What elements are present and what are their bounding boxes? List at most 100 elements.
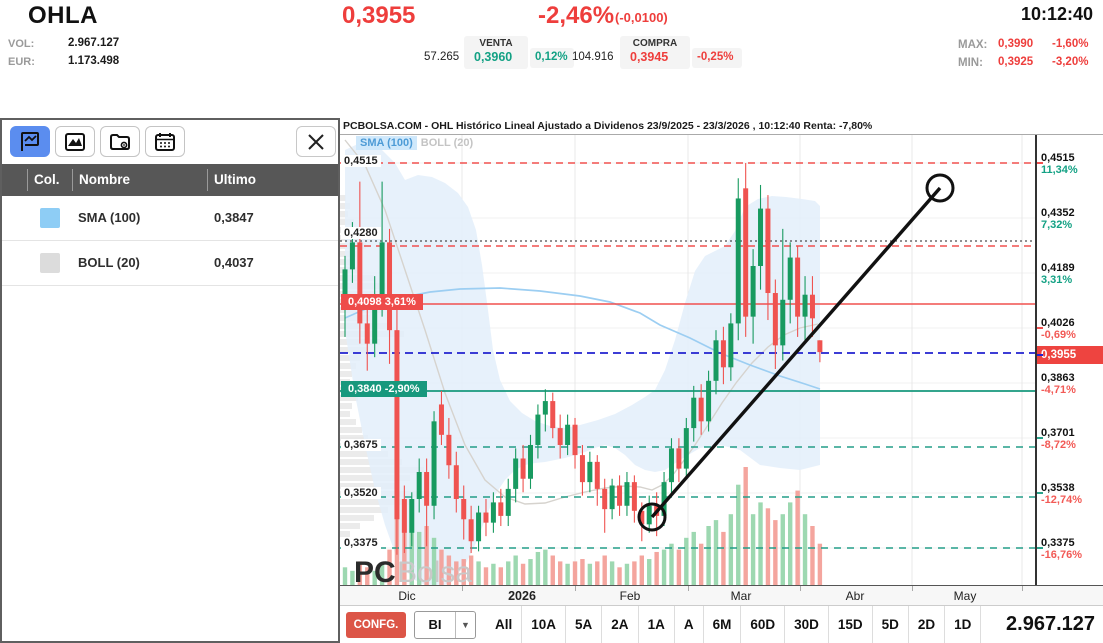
trendline-handle-start[interactable] <box>637 502 667 532</box>
volume-bar <box>557 561 563 585</box>
range-button-1a[interactable]: 1A <box>638 606 675 643</box>
candle-body <box>401 499 407 533</box>
range-button-60d[interactable]: 60D <box>741 606 786 643</box>
axis-tick: 0,3863 -4,71% <box>1041 372 1076 396</box>
range-button-15d[interactable]: 15D <box>828 606 873 643</box>
candle-body <box>728 323 734 368</box>
candle-body <box>364 323 370 344</box>
range-button-6m[interactable]: 6M <box>703 606 742 643</box>
candle-body <box>617 485 623 506</box>
candle-body <box>520 458 526 479</box>
config-button[interactable]: CONFG. <box>346 612 406 638</box>
candle-body <box>579 455 585 483</box>
level-badge[interactable]: 0,4098 3,61% <box>341 294 423 310</box>
axis-level-mark <box>1037 162 1043 164</box>
candle-body <box>772 293 778 346</box>
volume-bar <box>743 467 748 585</box>
current-price-mark <box>1037 354 1043 356</box>
level-badge[interactable]: 0,3840 -2,90% <box>341 381 427 397</box>
volume-bar <box>661 549 667 585</box>
chart-image-button[interactable] <box>55 126 95 157</box>
time-axis-tick <box>688 586 689 591</box>
candle-body <box>735 198 741 324</box>
last-price: 0,3955 <box>342 2 416 29</box>
ask-pct-box <box>530 48 574 68</box>
time-axis: Dic 2026 Feb Mar Abr May <box>340 585 1103 605</box>
column-header-col[interactable]: Col. <box>27 169 72 191</box>
candle-body <box>602 488 608 510</box>
indicators-panel: Col. Nombre Ultimo SMA (100) 0,3847 BOLL (20… <box>0 118 340 643</box>
legend-boll[interactable]: BOLL (20) <box>420 137 474 149</box>
month-label-2026: 2026 <box>508 589 536 603</box>
symbol-title: OHLA <box>28 2 98 29</box>
range-button-5a[interactable]: 5A <box>566 606 603 643</box>
candle-body <box>713 340 719 381</box>
volume-bar <box>713 520 719 585</box>
time-axis-tick <box>1022 586 1023 591</box>
volume-bar <box>424 526 429 585</box>
range-button-a[interactable]: A <box>674 606 704 643</box>
range-button-5d[interactable]: 5D <box>872 606 909 643</box>
candle-body <box>461 499 467 520</box>
indicator-name: SMA (100) <box>78 210 141 225</box>
candlestick-chart[interactable]: PC Bolsa <box>340 135 1035 589</box>
axis-percent: -4,71% <box>1041 384 1076 396</box>
candle-body <box>787 257 793 300</box>
axis-level-mark <box>1037 437 1043 439</box>
chart-area[interactable]: SMA (100) BOLL (20) PC Bolsa 0,4515 0,4280 0… <box>340 135 1035 589</box>
indicator-row[interactable]: BOLL (20) 0,4037 <box>2 241 338 286</box>
trendline-handle-end[interactable] <box>925 173 955 203</box>
range-button-1d[interactable]: 1D <box>945 606 982 643</box>
column-header-nombre[interactable]: Nombre <box>72 169 207 191</box>
volume-bar <box>409 526 414 585</box>
range-button-30d[interactable]: 30D <box>785 606 829 643</box>
volume-bar <box>609 561 615 585</box>
volume-bar <box>461 559 466 585</box>
level-label: 0,3520 <box>341 487 381 499</box>
column-header-ultimo[interactable]: Ultimo <box>207 169 338 191</box>
close-panel-button[interactable] <box>296 126 336 157</box>
volume-bar <box>595 561 600 585</box>
axis-tick: 0,4515 11,34% <box>1041 152 1078 176</box>
volume-bar <box>491 563 496 585</box>
volume-profile-bar <box>340 363 356 369</box>
axis-price: 0,4352 <box>1041 207 1075 219</box>
range-button-2d[interactable]: 2D <box>908 606 946 643</box>
series-caret-icon[interactable]: ▼ <box>455 612 475 638</box>
bid-pct-box <box>692 48 742 68</box>
month-label-abr: Abr <box>845 589 865 603</box>
folder-settings-button[interactable] <box>100 126 140 157</box>
range-button-all[interactable]: All <box>486 606 523 643</box>
trendline[interactable] <box>650 186 942 519</box>
axis-price: 0,4189 <box>1041 262 1075 274</box>
volume-bar <box>639 555 644 585</box>
min-price: 0,3925 <box>998 56 1034 68</box>
candle-body <box>431 421 437 506</box>
legend-sma[interactable]: SMA (100) <box>356 136 417 150</box>
range-button-2a[interactable]: 2A <box>602 606 639 643</box>
volume-bar <box>387 549 392 585</box>
volume-bar <box>817 543 823 585</box>
volume-bar <box>632 561 637 585</box>
candle-body <box>706 380 712 422</box>
indicator-list-button[interactable] <box>10 126 50 157</box>
volume-bar <box>468 555 474 585</box>
axis-level-mark <box>1037 327 1043 329</box>
candle-body <box>483 512 489 523</box>
volume-bar <box>513 555 518 585</box>
volume-bar <box>528 559 533 585</box>
series-select[interactable]: BI ▼ <box>414 611 476 639</box>
price-axis[interactable]: 0,4515 11,34% 0,4352 7,32% 0,4189 3,31% 0,4026… <box>1035 135 1103 585</box>
calendar-button[interactable] <box>145 126 185 157</box>
axis-percent: -8,72% <box>1041 439 1076 451</box>
volume-bar <box>728 514 734 585</box>
range-button-10a[interactable]: 10A <box>522 606 567 643</box>
candle-body <box>817 340 823 353</box>
volume-profile-bar <box>340 499 412 505</box>
indicator-row[interactable]: SMA (100) 0,3847 <box>2 196 338 241</box>
axis-percent: -12,74% <box>1041 494 1082 506</box>
axis-tick: 0,4352 7,32% <box>1041 207 1075 231</box>
volume-profile-bar <box>340 507 388 513</box>
candle-body <box>572 424 578 456</box>
